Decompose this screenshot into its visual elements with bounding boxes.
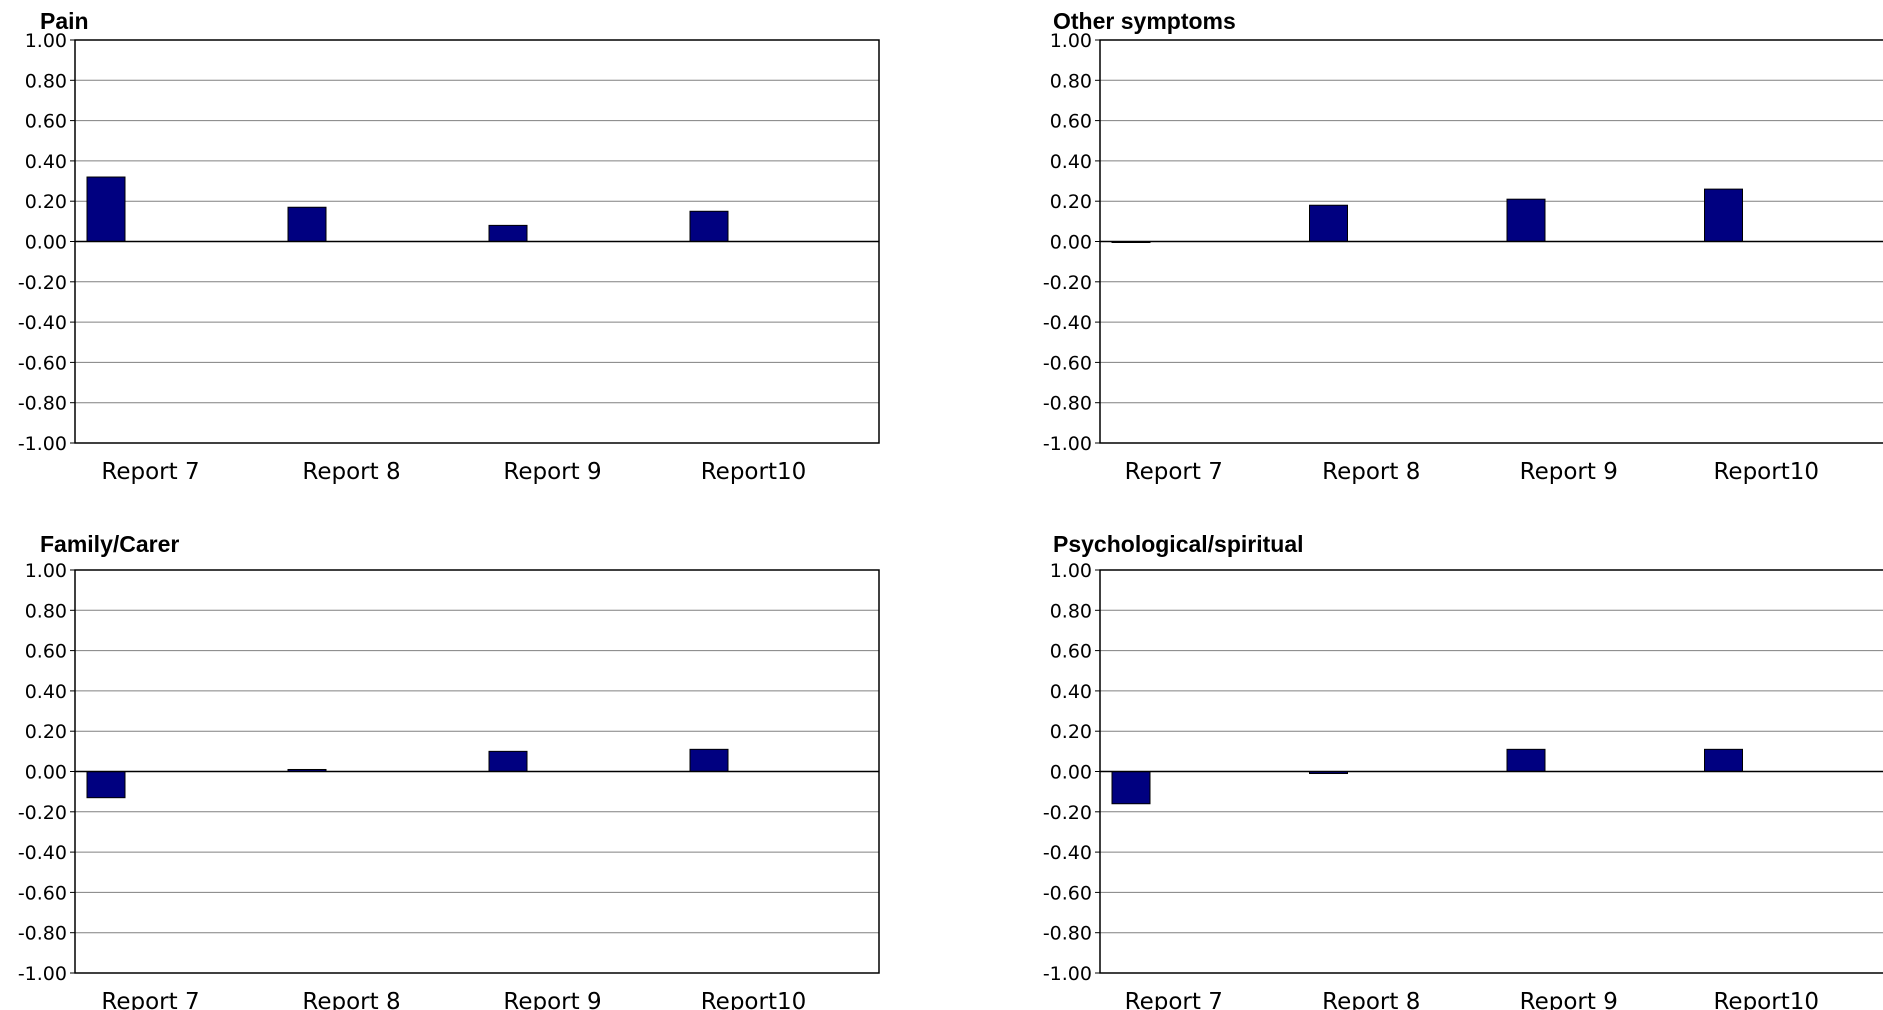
bar-report10 [689, 210, 729, 242]
bar-report10 [689, 748, 729, 773]
y-tick-label: -0.20 [18, 802, 67, 824]
plot-frame [74, 569, 880, 974]
y-tick-label: 0.40 [1050, 151, 1092, 173]
y-tick-label: 0.20 [1050, 721, 1092, 743]
x-category-label: Report 9 [503, 459, 601, 485]
plot-frame [1099, 39, 1883, 444]
bar-report-7 [86, 176, 126, 243]
x-category-label: Report 9 [1520, 459, 1618, 485]
bar-report-9 [488, 750, 528, 772]
y-tick-label: 0.80 [25, 70, 67, 92]
y-tick-label: -0.80 [1043, 393, 1092, 415]
y-tick-label: 0.40 [25, 151, 67, 173]
y-tick-label: 0.60 [1050, 111, 1092, 133]
bar-report-8 [1309, 204, 1348, 242]
y-tick-label: 0.40 [25, 681, 67, 703]
y-tick-label: -0.80 [18, 923, 67, 945]
x-category-label: Report 9 [503, 989, 601, 1010]
y-tick-label: 0.60 [25, 111, 67, 133]
bar-report-7 [86, 771, 126, 799]
y-tick-label: -0.80 [1043, 923, 1092, 945]
y-tick-label: -1.00 [1043, 963, 1092, 985]
y-tick-label: 0.80 [25, 600, 67, 622]
y-tick-label: -0.80 [18, 393, 67, 415]
x-category-label: Report 7 [101, 989, 199, 1010]
y-tick-label: 1.00 [1050, 30, 1092, 52]
x-category-label: Report 8 [1322, 989, 1420, 1010]
y-tick-label: 0.60 [25, 641, 67, 663]
chart-title: Psychological/spiritual [1053, 531, 1304, 557]
y-tick-label: 1.00 [1050, 560, 1092, 582]
bar-report-9 [488, 224, 528, 243]
y-tick-label: 0.80 [1050, 70, 1092, 92]
y-tick-label: -0.60 [1043, 882, 1092, 904]
bar-report-9 [1506, 748, 1546, 773]
y-tick-label: 0.20 [25, 191, 67, 213]
chart-panel-psychological-spiritual: Psychological/spiritual 1.00 0.80 0.60 0.40 0… [1043, 531, 1883, 1010]
x-category-label: Report 8 [302, 989, 400, 1010]
chart-title: Pain [40, 8, 89, 34]
y-tick-label: -1.00 [1043, 433, 1092, 455]
y-tick-label: 0.00 [1050, 762, 1092, 784]
y-tick-label: 0.20 [25, 721, 67, 743]
y-tick-label: -0.40 [18, 842, 67, 864]
y-tick-label: -0.40 [1043, 842, 1092, 864]
y-tick-label: -0.40 [1043, 312, 1092, 334]
y-tick-label: -1.00 [18, 433, 67, 455]
y-tick-label: 0.00 [25, 762, 67, 784]
y-tick-label: 0.40 [1050, 681, 1092, 703]
x-category-label: Report 8 [302, 459, 400, 485]
y-tick-label: -0.60 [1043, 352, 1092, 374]
bar-report10 [1704, 748, 1743, 773]
x-category-label: Report 7 [1125, 989, 1223, 1010]
x-category-label: Report 8 [1322, 459, 1420, 485]
chart-panel-family-carer: Family/Carer 1.00 0.80 0.60 0.40 0.20 0.00 -0.2… [18, 531, 880, 1010]
y-tick-label: 1.00 [25, 560, 67, 582]
y-tick-label: 0.60 [1050, 641, 1092, 663]
bar-report-8 [287, 206, 327, 242]
plot-frame [1099, 569, 1883, 974]
x-category-label: Report10 [701, 459, 807, 485]
bar-report10 [1704, 188, 1743, 242]
y-tick-label: -0.20 [18, 272, 67, 294]
y-tick-label: -0.60 [18, 882, 67, 904]
x-category-label: Report10 [1713, 459, 1819, 485]
x-category-label: Report 7 [101, 459, 199, 485]
y-tick-label: -0.40 [18, 312, 67, 334]
bar-report-9 [1506, 198, 1546, 242]
x-category-label: Report 7 [1125, 459, 1223, 485]
y-tick-label: 0.00 [25, 232, 67, 254]
y-tick-label: -0.60 [18, 352, 67, 374]
y-tick-label: -0.20 [1043, 802, 1092, 824]
y-tick-label: 1.00 [25, 30, 67, 52]
y-tick-label: 0.80 [1050, 600, 1092, 622]
bar-report-7 [1111, 771, 1151, 805]
chart-title: Family/Carer [40, 531, 179, 557]
y-tick-label: 0.00 [1050, 232, 1092, 254]
x-category-label: Report 9 [1520, 989, 1618, 1010]
chart-title: Other symptoms [1053, 8, 1236, 34]
y-tick-label: -0.20 [1043, 272, 1092, 294]
y-tick-label: -1.00 [18, 963, 67, 985]
y-tick-label: 0.20 [1050, 191, 1092, 213]
x-category-label: Report10 [701, 989, 807, 1010]
x-category-label: Report10 [1713, 989, 1819, 1010]
plot-frame [74, 39, 880, 444]
